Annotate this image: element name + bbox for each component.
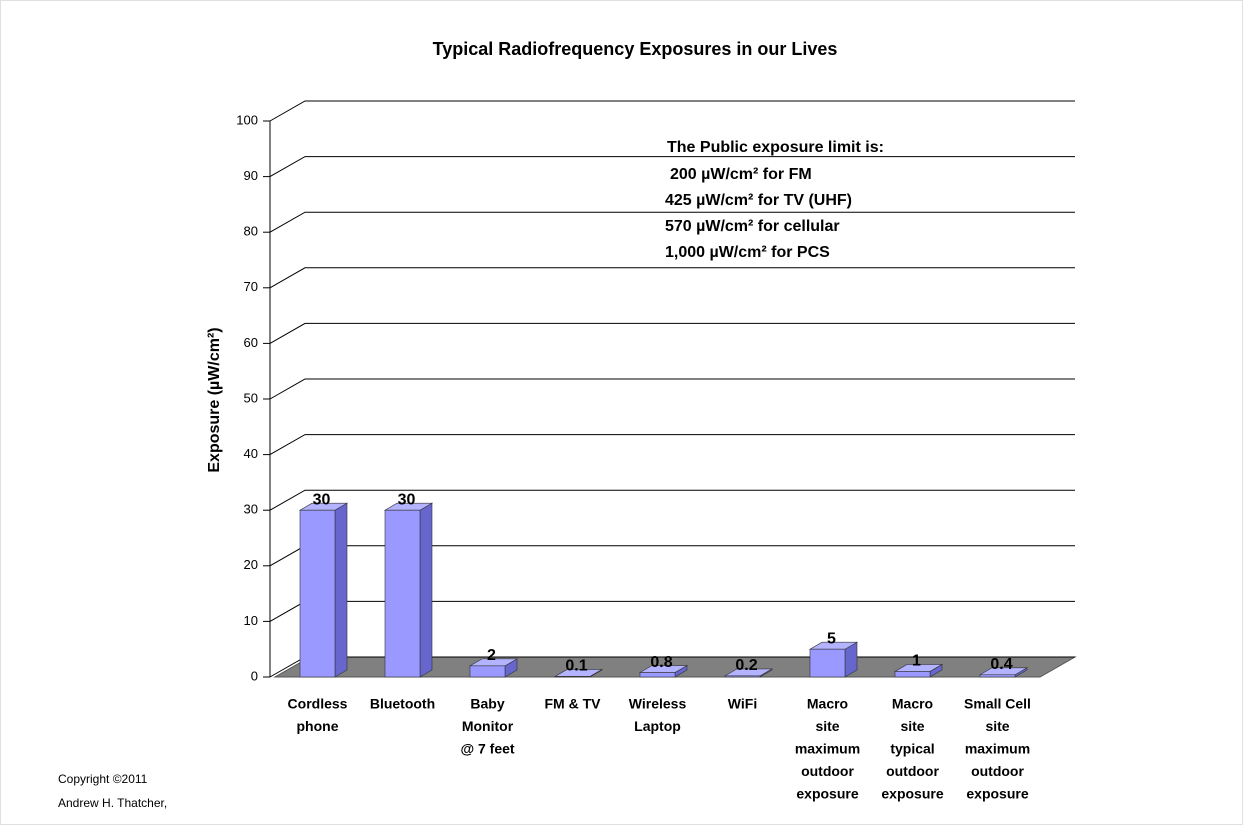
- grid-line: [269, 434, 1075, 456]
- annotation: 425 µW/cm² for TV (UHF): [665, 192, 852, 209]
- y-tick-label: 40: [244, 446, 258, 461]
- x-tick-label: Baby: [470, 696, 504, 712]
- grid-line: [269, 378, 1075, 400]
- x-tick-label: maximum: [795, 741, 860, 757]
- grid-line: [269, 322, 1075, 344]
- y-axis-label: Exposure (µW/cm²): [206, 327, 223, 472]
- bar-side: [334, 502, 348, 678]
- bar: [554, 676, 591, 678]
- y-tick-label: 10: [244, 613, 258, 628]
- x-tick-label: @ 7 feet: [460, 741, 514, 757]
- x-tick-label: site: [985, 718, 1009, 734]
- x-tick-label: outdoor: [971, 763, 1024, 779]
- bar: [979, 674, 1016, 678]
- x-tick-label: Cordless: [288, 696, 348, 712]
- value-label: 0.4: [990, 656, 1012, 673]
- value-label: 2: [487, 647, 496, 664]
- grid-line: [269, 100, 1075, 122]
- annotation: The Public exposure limit is:: [667, 139, 884, 156]
- x-tick-label: Macro: [807, 696, 848, 712]
- y-tick-label: 30: [244, 502, 258, 517]
- bar: [469, 665, 506, 678]
- x-tick-label: outdoor: [886, 763, 939, 779]
- x-tick-label: Monitor: [462, 718, 514, 734]
- grid-line: [269, 156, 1075, 178]
- x-tick-label: outdoor: [801, 763, 854, 779]
- x-tick-label: site: [900, 718, 924, 734]
- y-tick-label: 80: [244, 224, 258, 239]
- x-tick-label: WiFi: [728, 696, 757, 712]
- x-tick-label: Macro: [892, 696, 933, 712]
- bar: [894, 671, 931, 678]
- y-tick-label: 60: [244, 335, 258, 350]
- copyright: Copyright ©2011: [58, 772, 148, 786]
- bar: [639, 672, 676, 678]
- grid-line: [269, 211, 1075, 233]
- value-label: 1: [912, 653, 921, 670]
- y-tick-label: 100: [236, 112, 258, 127]
- x-tick-label: FM & TV: [545, 696, 602, 712]
- x-tick-label: Laptop: [634, 718, 681, 734]
- grid-line: [269, 489, 1075, 511]
- y-tick-label: 50: [244, 390, 258, 405]
- x-tick-label: exposure: [796, 786, 858, 802]
- x-tick-label: Bluetooth: [370, 696, 435, 712]
- value-label: 30: [398, 491, 416, 508]
- bar: [384, 509, 421, 678]
- value-label: 0.1: [565, 658, 587, 675]
- x-tick-label: phone: [297, 718, 339, 734]
- value-label: 5: [827, 630, 836, 647]
- x-tick-label: site: [815, 718, 839, 734]
- copyright: Andrew H. Thatcher,: [58, 796, 167, 810]
- x-tick-label: exposure: [881, 786, 943, 802]
- bar: [724, 675, 761, 678]
- x-tick-label: maximum: [965, 741, 1030, 757]
- y-tick-label: 0: [251, 668, 258, 683]
- value-label: 0.8: [650, 654, 672, 671]
- value-label: 30: [313, 491, 331, 508]
- value-label: 0.2: [735, 657, 757, 674]
- annotation: 570 µW/cm² for cellular: [665, 218, 840, 235]
- x-tick-label: Wireless: [629, 696, 687, 712]
- x-tick-label: exposure: [966, 786, 1028, 802]
- bar: [809, 648, 846, 678]
- annotation: 200 µW/cm² for FM: [670, 166, 812, 183]
- x-tick-label: typical: [890, 741, 934, 757]
- chart-title: Typical Radiofrequency Exposures in our …: [433, 39, 838, 59]
- grid-line: [269, 267, 1075, 289]
- y-tick-label: 70: [244, 279, 258, 294]
- annotation: 1,000 µW/cm² for PCS: [665, 244, 830, 261]
- x-tick-label: Small Cell: [964, 696, 1031, 712]
- bar-side: [419, 502, 433, 678]
- y-tick-label: 20: [244, 557, 258, 572]
- y-tick-label: 90: [244, 168, 258, 183]
- bar: [299, 509, 336, 678]
